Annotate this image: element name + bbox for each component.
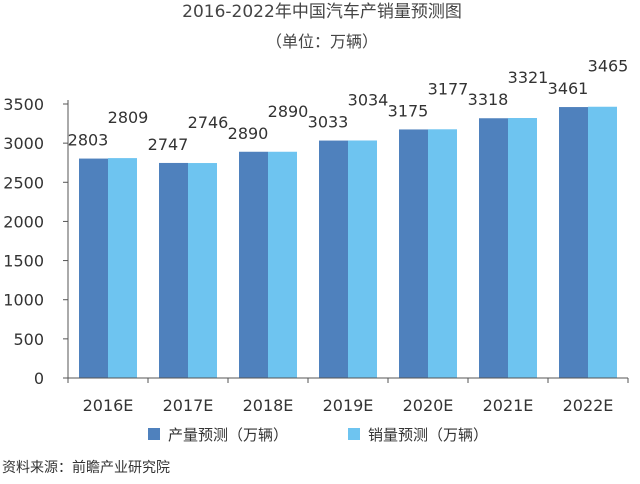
x-tick-label: 2022E xyxy=(563,396,614,415)
value-labels: 2803280927472746289028903033303431753177… xyxy=(68,57,629,154)
x-axis: 2016E 2017E 2018E 2019E 2020E 2021E 2022E xyxy=(67,377,629,415)
data-label-sales: 2809 xyxy=(108,108,149,127)
chart-title: 2016-2022年中国汽车产销量预测图 xyxy=(182,2,462,22)
data-label-production: 2803 xyxy=(68,131,109,150)
legend: 产量预测（万辆） 销量预测（万辆） xyxy=(148,426,488,444)
y-tick-label: 1000 xyxy=(3,291,44,310)
data-label-sales: 2890 xyxy=(268,102,309,121)
bar-production xyxy=(319,140,348,378)
y-tick-label: 2000 xyxy=(3,212,44,231)
y-tick-label: 3000 xyxy=(3,134,44,153)
bar-production xyxy=(159,162,188,378)
bar-sales xyxy=(348,140,377,378)
bar-production xyxy=(479,118,508,379)
data-label-sales: 3177 xyxy=(428,79,469,98)
y-axis: 0 500 1000 1500 2000 2500 3000 3500 xyxy=(3,95,69,388)
y-tick-label: 0 xyxy=(34,369,44,388)
legend-label-sales: 销量预测（万辆） xyxy=(368,426,488,444)
data-label-production: 3033 xyxy=(308,113,349,132)
bar-sales xyxy=(268,151,297,378)
bar-production xyxy=(559,107,588,378)
chart-subtitle: （单位：万辆） xyxy=(266,32,378,51)
bar-production xyxy=(79,158,108,378)
y-tick-label: 2500 xyxy=(3,173,44,192)
x-tick-label: 2017E xyxy=(163,396,214,415)
bar-sales xyxy=(508,118,537,378)
y-tick-label: 1500 xyxy=(3,252,44,271)
x-tick-label: 2021E xyxy=(483,396,534,415)
data-label-production: 3175 xyxy=(388,101,429,120)
bar-sales xyxy=(428,129,457,378)
data-label-sales: 3321 xyxy=(508,68,549,87)
bars xyxy=(79,106,617,379)
y-tick-label: 3500 xyxy=(3,95,44,114)
legend-swatch-sales xyxy=(348,428,360,440)
bar-sales xyxy=(188,163,217,378)
data-label-sales: 3034 xyxy=(348,90,389,109)
x-tick-label: 2019E xyxy=(323,396,374,415)
x-tick-label: 2020E xyxy=(403,396,454,415)
source-note: 资料来源：前瞻产业研究院 xyxy=(2,459,170,476)
legend-label-production: 产量预测（万辆） xyxy=(168,426,288,444)
bar-sales xyxy=(588,106,617,379)
bar-production xyxy=(239,151,268,378)
data-label-sales: 2746 xyxy=(188,113,229,132)
y-tick-label: 500 xyxy=(13,330,44,349)
data-label-production: 2747 xyxy=(148,135,189,154)
data-label-production: 3461 xyxy=(548,79,589,98)
data-label-production: 2890 xyxy=(228,124,269,143)
legend-swatch-production xyxy=(148,428,160,440)
data-label-production: 3318 xyxy=(468,90,509,109)
x-tick-label: 2018E xyxy=(243,396,294,415)
data-label-sales: 3465 xyxy=(588,57,629,76)
bar-production xyxy=(399,129,428,378)
bar-sales xyxy=(108,158,137,378)
x-tick-label: 2016E xyxy=(83,396,134,415)
